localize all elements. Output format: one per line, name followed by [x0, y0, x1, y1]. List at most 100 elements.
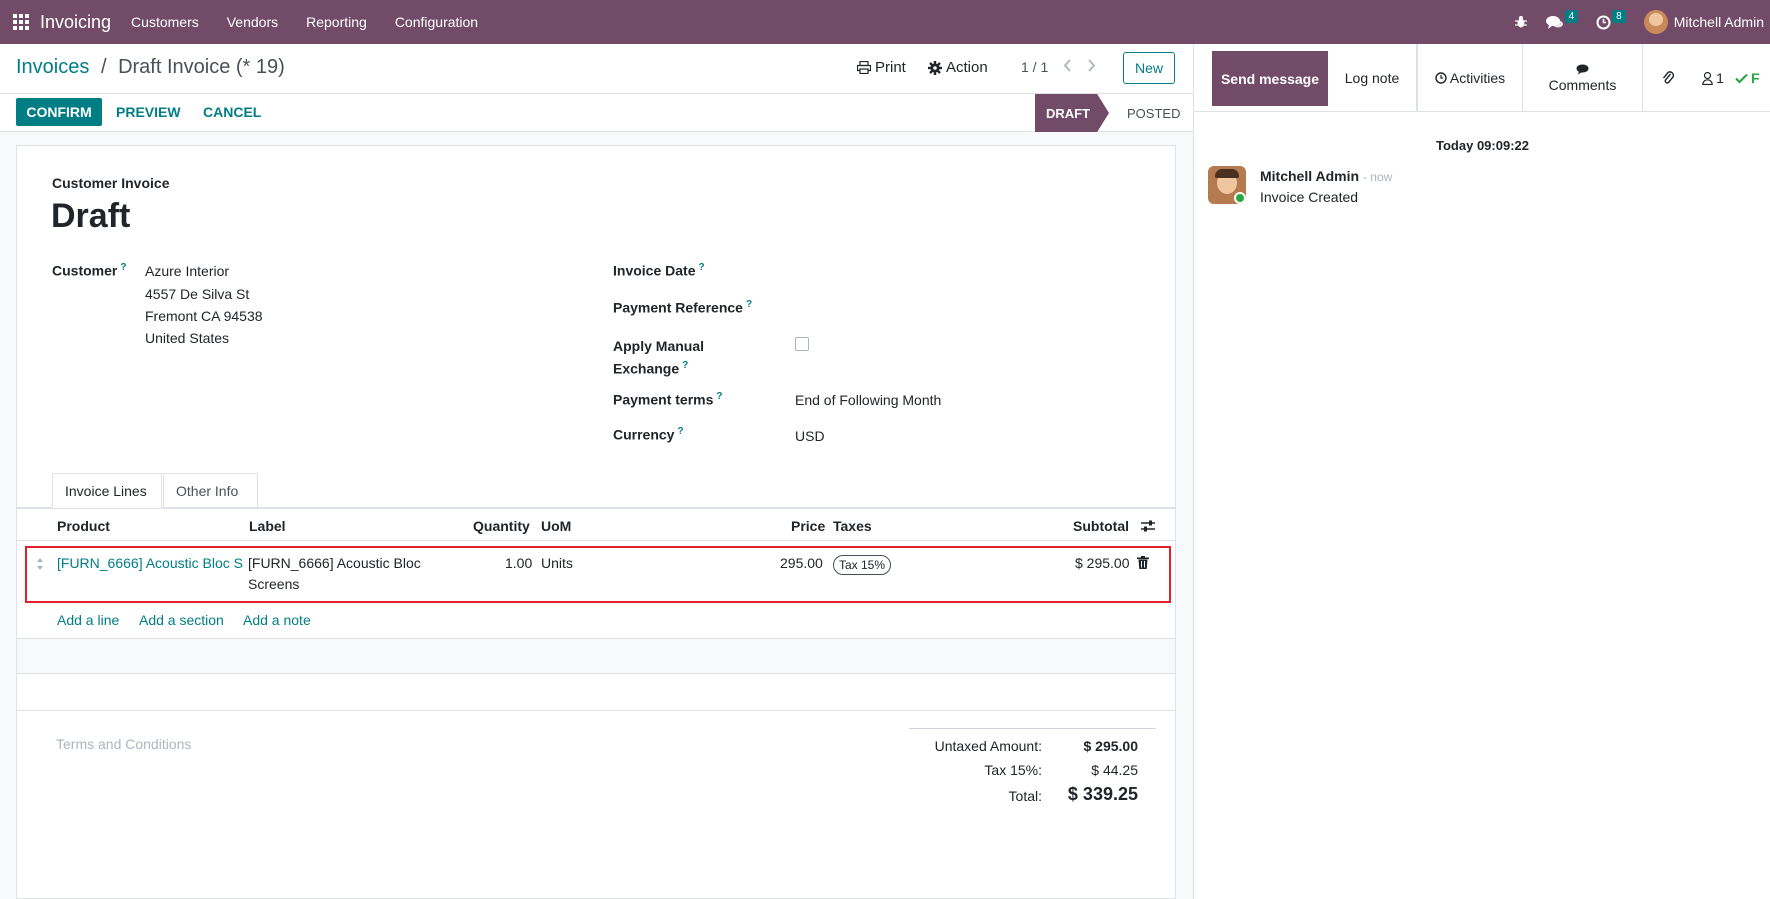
pager-next-button[interactable]	[1087, 59, 1096, 72]
new-button[interactable]: New	[1123, 52, 1175, 84]
table-row[interactable]	[25, 546, 1171, 603]
message-body: Invoice Created	[1260, 189, 1359, 205]
pager-previous-button[interactable]	[1063, 59, 1072, 72]
tab-invoice-lines[interactable]: Invoice Lines	[52, 473, 162, 508]
help-icon[interactable]: ?	[682, 360, 689, 371]
tab-other-info[interactable]: Other Info	[163, 473, 258, 508]
line-subtotal: $ 295.00	[1075, 555, 1130, 571]
form-sheet	[16, 145, 1176, 899]
follow-button[interactable]: F	[1735, 44, 1770, 112]
col-uom[interactable]: UoM	[541, 518, 572, 534]
confirm-button[interactable]: CONFIRM	[16, 98, 102, 126]
message-author[interactable]: Mitchell Admin	[1260, 168, 1360, 184]
top-navbar: Invoicing Customers Vendors Reporting Co…	[0, 0, 1770, 44]
clock-icon	[1596, 15, 1611, 29]
total-value: $ 339.25	[1067, 784, 1138, 804]
chevron-left-icon	[1063, 59, 1071, 72]
move-type-label: Customer Invoice	[52, 175, 170, 191]
add-note-link[interactable]: Add a note	[243, 612, 311, 628]
comments-button[interactable]: Comments	[1523, 44, 1643, 112]
currency-value[interactable]: USD	[795, 428, 825, 444]
line-quantity[interactable]: 1.00	[505, 555, 533, 571]
activities-menu[interactable]: 8	[1596, 9, 1626, 30]
menu-vendors[interactable]: Vendors	[226, 14, 279, 30]
drag-handle-icon	[37, 558, 43, 570]
pager-value[interactable]: 1 / 1	[1021, 59, 1049, 75]
messages-menu[interactable]: 4	[1545, 9, 1579, 30]
table-top-border	[17, 508, 1175, 509]
add-line-link[interactable]: Add a line	[57, 612, 120, 628]
stage-posted[interactable]: POSTED	[1127, 106, 1181, 121]
currency-label: Currency?	[613, 426, 684, 443]
apps-menu-icon[interactable]	[2, 0, 40, 44]
user-name: Mitchell Admin	[1673, 14, 1764, 30]
gear-icon	[928, 60, 942, 75]
customer-country: United States	[145, 330, 230, 346]
menu-configuration[interactable]: Configuration	[394, 14, 479, 30]
log-note-button[interactable]: Log note	[1328, 44, 1417, 112]
terms-and-conditions-field[interactable]: Terms and Conditions	[56, 736, 192, 752]
col-product[interactable]: Product	[57, 518, 110, 534]
payment-terms-value[interactable]: End of Following Month	[795, 392, 942, 408]
chatter-topbar: Send message Log note Activities Comment…	[1194, 44, 1770, 112]
table-header-border	[17, 540, 1175, 541]
table-bottom-border	[17, 710, 1175, 711]
help-icon[interactable]: ?	[698, 262, 705, 273]
preview-button[interactable]: PREVIEW	[116, 104, 181, 120]
comment-icon	[1576, 64, 1589, 74]
activities-button[interactable]: Activities	[1417, 44, 1523, 112]
help-icon[interactable]: ?	[677, 426, 684, 437]
col-quantity[interactable]: Quantity	[473, 518, 530, 534]
col-label[interactable]: Label	[249, 518, 286, 534]
line-uom[interactable]: Units	[541, 555, 573, 571]
debug-bug-icon[interactable]	[1514, 15, 1528, 29]
apply-manual-exchange-checkbox[interactable]	[795, 337, 809, 351]
status-bar: CONFIRM PREVIEW CANCEL DRAFT POSTED	[0, 94, 1194, 132]
customer-name[interactable]: Azure Interior	[145, 263, 230, 279]
optional-columns-toggle[interactable]	[1140, 519, 1156, 536]
invoice-date-label: Invoice Date?	[613, 262, 705, 279]
table-divider	[17, 673, 1175, 674]
chat-bubbles-icon	[1545, 15, 1563, 29]
messages-count-badge: 4	[1564, 9, 1579, 23]
app-name[interactable]: Invoicing	[40, 11, 112, 32]
printer-icon	[857, 61, 871, 74]
col-price[interactable]: Price	[791, 518, 826, 534]
activities-count-badge: 8	[1612, 9, 1626, 23]
help-icon[interactable]: ?	[745, 299, 753, 310]
invoice-name: Draft	[51, 197, 131, 235]
breadcrumb-separator: /	[100, 56, 107, 78]
line-price[interactable]: 295.00	[780, 555, 823, 571]
action-button[interactable]: Action	[928, 59, 988, 76]
payment-reference-label: Payment Reference?	[613, 299, 753, 316]
delete-line-button[interactable]	[1137, 556, 1149, 572]
add-section-link[interactable]: Add a section	[139, 612, 224, 628]
user-icon	[1702, 71, 1713, 85]
col-taxes[interactable]: Taxes	[833, 518, 872, 534]
line-product[interactable]: [FURN_6666] Acoustic Bloc S	[57, 555, 243, 571]
help-icon[interactable]: ?	[716, 391, 723, 402]
untaxed-amount-label: Untaxed Amount:	[934, 738, 1042, 754]
total-label: Total:	[1008, 788, 1042, 804]
followers-button[interactable]: 1	[1693, 44, 1733, 112]
table-divider	[17, 638, 1175, 639]
print-button[interactable]: Print	[857, 59, 906, 76]
control-panel: Invoices / Draft Invoice (* 19) Print Ac…	[0, 44, 1194, 94]
menu-customers[interactable]: Customers	[131, 14, 199, 30]
send-message-button[interactable]: Send message	[1212, 51, 1328, 106]
breadcrumb-invoices-link[interactable]: Invoices	[16, 56, 90, 78]
user-menu[interactable]: Mitchell Admin	[1643, 10, 1764, 34]
breadcrumb: Invoices / Draft Invoice (* 19)	[16, 56, 285, 79]
line-label-2: Screens	[248, 576, 300, 592]
row-drag-handle[interactable]	[36, 557, 44, 574]
cancel-button[interactable]: CANCEL	[203, 104, 262, 120]
line-tax-tag[interactable]: Tax 15%	[833, 555, 892, 575]
col-subtotal[interactable]: Subtotal	[1073, 518, 1129, 534]
line-label-1[interactable]: [FURN_6666] Acoustic Bloc	[248, 555, 421, 571]
help-icon[interactable]: ?	[120, 262, 127, 273]
attachments-button[interactable]	[1643, 44, 1693, 112]
empty-table-row	[17, 639, 1175, 673]
totals-top-border	[909, 728, 1156, 729]
stage-draft[interactable]: DRAFT	[1035, 94, 1109, 132]
menu-reporting[interactable]: Reporting	[306, 14, 367, 30]
